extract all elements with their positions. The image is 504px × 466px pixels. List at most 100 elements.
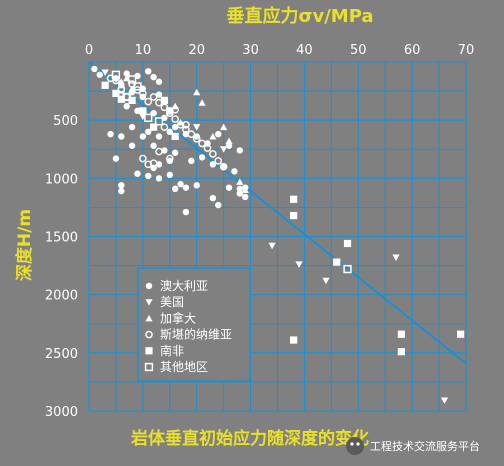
data-point bbox=[176, 121, 185, 129]
data-point bbox=[154, 117, 164, 126]
data-point bbox=[219, 162, 228, 171]
data-point bbox=[118, 182, 125, 189]
data-point bbox=[165, 154, 174, 163]
data-point bbox=[214, 157, 223, 165]
data-point bbox=[171, 123, 179, 131]
legend-box bbox=[137, 267, 251, 382]
data-point bbox=[145, 128, 152, 135]
data-point bbox=[236, 178, 244, 185]
legend-marker bbox=[145, 330, 153, 339]
data-point bbox=[134, 170, 141, 177]
data-point bbox=[112, 155, 120, 162]
data-point bbox=[171, 115, 179, 123]
data-point bbox=[192, 134, 201, 143]
data-point bbox=[166, 107, 174, 115]
data-point bbox=[225, 184, 233, 191]
y-tick-label: 2500 bbox=[45, 347, 78, 362]
data-point bbox=[457, 330, 465, 338]
data-point bbox=[127, 75, 137, 84]
data-point bbox=[91, 65, 98, 73]
data-point bbox=[101, 81, 109, 89]
data-point bbox=[193, 124, 201, 131]
data-point bbox=[101, 69, 109, 76]
data-point bbox=[128, 80, 136, 88]
y-tick-label: 500 bbox=[53, 114, 78, 129]
tick-labels-layer: 0 10 20 30 40 50 60 70 500 1000 1500 2000 2500 3000 bbox=[45, 43, 474, 420]
x-tick-label: 40 bbox=[296, 43, 313, 58]
data-point bbox=[155, 78, 163, 85]
data-point bbox=[193, 88, 201, 96]
data-point bbox=[150, 142, 157, 149]
data-point bbox=[295, 261, 303, 268]
data-point bbox=[171, 149, 179, 156]
data-point bbox=[145, 172, 152, 180]
data-point bbox=[139, 133, 147, 140]
data-point bbox=[144, 97, 153, 106]
data-point bbox=[117, 78, 125, 85]
data-point bbox=[241, 186, 249, 193]
watermark-text: 工程技术交流服务平台 bbox=[370, 439, 480, 453]
y-tick-label: 1000 bbox=[45, 172, 78, 187]
data-point bbox=[231, 168, 238, 175]
data-point bbox=[397, 330, 405, 338]
x-tick-label: 30 bbox=[242, 43, 259, 58]
x-tick-label: 20 bbox=[188, 43, 205, 58]
x-axis-title: 垂直应力σv/MPa bbox=[226, 5, 373, 27]
legend-label: 南非 bbox=[160, 343, 184, 358]
data-point bbox=[144, 160, 153, 169]
data-point bbox=[155, 133, 163, 140]
x-tick-label: 70 bbox=[458, 43, 475, 58]
data-point bbox=[155, 161, 163, 168]
data-point bbox=[133, 82, 142, 91]
data-point bbox=[193, 182, 200, 189]
data-point bbox=[397, 348, 405, 356]
data-point bbox=[160, 96, 168, 104]
data-point bbox=[236, 190, 243, 197]
data-point bbox=[171, 185, 179, 193]
data-point bbox=[144, 113, 153, 122]
data-points-layer bbox=[91, 65, 465, 405]
data-point bbox=[209, 194, 217, 202]
data-point bbox=[155, 147, 163, 156]
data-point bbox=[193, 133, 200, 140]
data-point bbox=[155, 175, 163, 182]
wechat-icon-eye-right bbox=[356, 442, 360, 446]
watermark: 工程技术交流服务平台 bbox=[346, 437, 480, 455]
data-point bbox=[117, 95, 125, 103]
legend-marker bbox=[145, 282, 153, 290]
data-point bbox=[150, 123, 158, 131]
data-point bbox=[139, 89, 147, 98]
data-point bbox=[343, 239, 352, 248]
data-point bbox=[236, 147, 243, 154]
data-point bbox=[149, 93, 158, 101]
legend-marker bbox=[144, 362, 154, 372]
legend-label: 美国 bbox=[160, 295, 184, 309]
data-point bbox=[290, 211, 298, 220]
data-point bbox=[220, 123, 228, 131]
data-point bbox=[322, 277, 330, 285]
x-tick-label: 0 bbox=[85, 43, 93, 58]
data-point bbox=[123, 70, 130, 77]
data-point bbox=[139, 107, 147, 115]
data-point bbox=[203, 144, 212, 152]
wechat-icon bbox=[346, 437, 364, 455]
data-point bbox=[220, 163, 227, 170]
data-point bbox=[209, 150, 217, 158]
wechat-icon-eye-left bbox=[350, 442, 354, 446]
x-tick-label: 10 bbox=[135, 43, 152, 58]
data-point bbox=[225, 142, 233, 149]
legend-marker bbox=[145, 347, 153, 355]
data-point bbox=[225, 137, 233, 145]
y-tick-label: 1500 bbox=[45, 231, 78, 246]
data-point bbox=[198, 154, 206, 161]
y-tick-label: 3000 bbox=[45, 405, 78, 420]
data-point bbox=[107, 130, 114, 138]
grid-lines bbox=[88, 61, 467, 412]
data-point bbox=[128, 96, 136, 104]
data-point bbox=[440, 397, 449, 405]
chart-title: 岩体垂直初始应力随深度的变化 bbox=[130, 428, 369, 449]
legend-marker bbox=[145, 299, 153, 306]
data-point bbox=[215, 201, 222, 209]
